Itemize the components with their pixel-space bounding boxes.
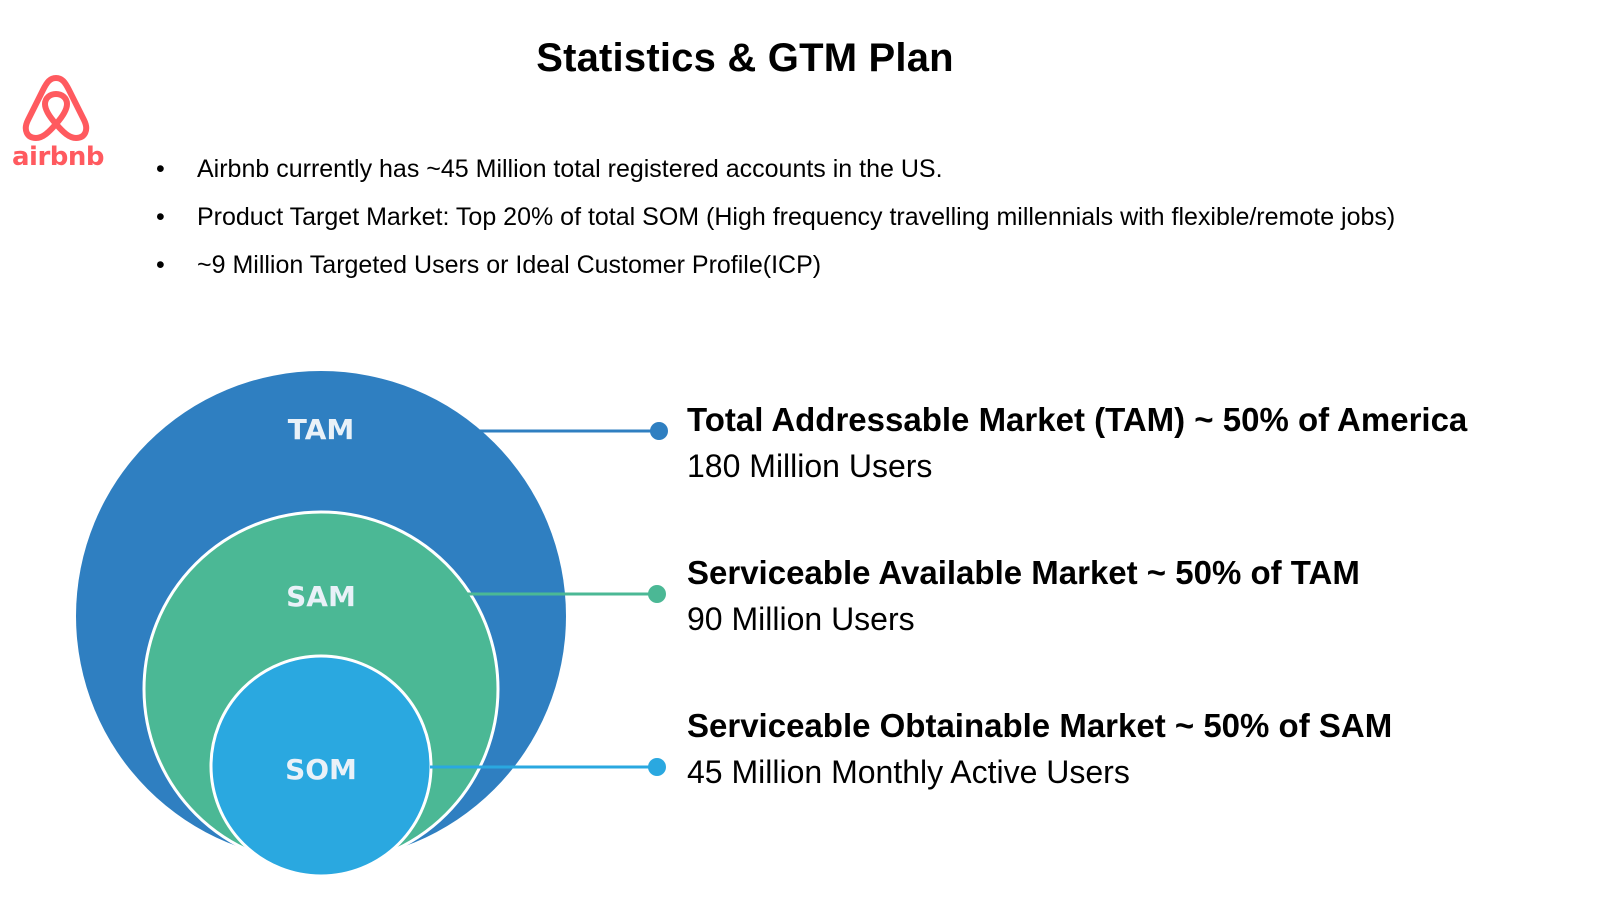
tam-connector-dot	[650, 422, 668, 440]
sam-connector-dot	[648, 585, 666, 603]
bullet-list: • Airbnb currently has ~45 Million total…	[156, 153, 1395, 297]
som-description: Serviceable Obtainable Market ~ 50% of S…	[687, 706, 1392, 794]
airbnb-belo-icon	[22, 75, 90, 141]
airbnb-wordmark: airbnb	[12, 142, 105, 172]
tam-sam-som-diagram: TAM SAM SOM Total Addressable Market (TA…	[0, 330, 1600, 890]
bullet-item: • Product Target Market: Top 20% of tota…	[156, 201, 1395, 249]
sam-label: SAM	[286, 580, 356, 613]
bullet-marker: •	[156, 251, 165, 279]
tam-description: Total Addressable Market (TAM) ~ 50% of …	[687, 400, 1467, 488]
nested-circles: TAM SAM SOM	[76, 371, 668, 878]
bullet-item: • Airbnb currently has ~45 Million total…	[156, 153, 1395, 201]
som-value: 45 Million Monthly Active Users	[687, 754, 1130, 790]
slide-title: Statistics & GTM Plan	[536, 36, 954, 80]
som-connector-dot	[648, 758, 666, 776]
sam-description: Serviceable Available Market ~ 50% of TA…	[687, 553, 1360, 641]
bullet-item: • ~9 Million Targeted Users or Ideal Cus…	[156, 249, 1395, 297]
tam-label: TAM	[288, 413, 354, 446]
sam-value: 90 Million Users	[687, 601, 915, 637]
som-label: SOM	[285, 753, 357, 786]
bullet-text: Airbnb currently has ~45 Million total r…	[197, 155, 943, 183]
tam-value: 180 Million Users	[687, 448, 933, 484]
bullet-marker: •	[156, 155, 165, 183]
bullet-marker: •	[156, 203, 165, 231]
sam-heading: Serviceable Available Market ~ 50% of TA…	[687, 554, 1360, 591]
tam-heading: Total Addressable Market (TAM) ~ 50% of …	[687, 401, 1468, 438]
som-heading: Serviceable Obtainable Market ~ 50% of S…	[687, 707, 1393, 744]
bullet-text: Product Target Market: Top 20% of total …	[197, 203, 1396, 231]
bullet-text: ~9 Million Targeted Users or Ideal Custo…	[197, 251, 822, 279]
airbnb-logo: airbnb	[12, 72, 105, 176]
